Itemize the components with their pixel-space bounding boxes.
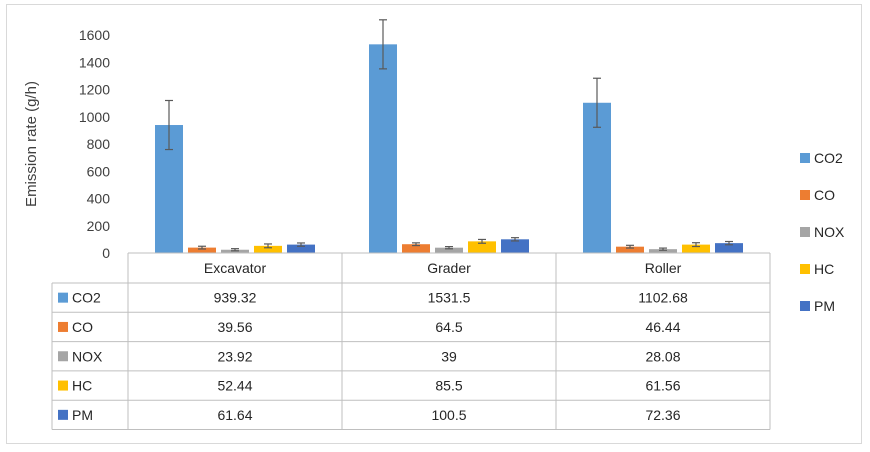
table-row-label: HC	[72, 378, 92, 394]
x-category-label: Roller	[645, 260, 682, 276]
bar-nox-grader	[435, 247, 463, 253]
table-cell: 52.44	[217, 378, 252, 394]
table-cell: 1531.5	[428, 290, 471, 306]
y-tick-label: 600	[87, 163, 111, 179]
legend-label-nox: NOX	[814, 224, 845, 240]
bar-co-grader	[402, 244, 430, 253]
y-tick-label: 800	[87, 136, 111, 152]
legend-key-co	[800, 190, 810, 200]
y-tick-label: 1000	[79, 109, 110, 125]
legend-key-hc	[800, 264, 810, 274]
table-cell: 28.08	[645, 348, 680, 364]
bar-pm-roller	[715, 243, 743, 253]
legend-label-co: CO	[814, 187, 835, 203]
y-tick-label: 1200	[79, 82, 110, 98]
bar-hc-excavator	[254, 245, 282, 253]
table-cell: 23.92	[217, 348, 252, 364]
table-cell: 61.64	[217, 407, 252, 423]
table-legend-key	[58, 380, 68, 391]
y-tick-label: 200	[87, 218, 111, 234]
legend-key-nox	[800, 227, 810, 237]
legend-key-pm	[800, 301, 810, 311]
table-row-label: PM	[72, 407, 93, 423]
table-cell: 46.44	[645, 319, 680, 335]
table-cell: 61.56	[645, 378, 680, 394]
bar-hc-grader	[468, 241, 496, 253]
table-cell: 85.5	[435, 378, 462, 394]
table-legend-key	[58, 351, 68, 362]
table-cell: 939.32	[214, 290, 257, 306]
table-cell: 64.5	[435, 319, 462, 335]
x-category-label: Grader	[427, 260, 471, 276]
table-legend-key	[58, 321, 68, 332]
bar-co-excavator	[188, 247, 216, 253]
table-row-label: CO	[72, 319, 93, 335]
table-cell: 39	[441, 348, 457, 364]
bar-nox-roller	[649, 249, 677, 253]
legend-key-co2	[800, 153, 810, 163]
y-tick-label: 400	[87, 191, 111, 207]
table-legend-key	[58, 292, 68, 303]
legend-label-pm: PM	[814, 298, 835, 314]
bar-co-roller	[616, 246, 644, 253]
bar-pm-grader	[501, 239, 529, 253]
legend-label-hc: HC	[814, 261, 834, 277]
bar-pm-excavator	[287, 244, 315, 253]
table-row-label: CO2	[72, 290, 101, 306]
table-row-label: NOX	[72, 348, 103, 364]
table-cell: 100.5	[431, 407, 466, 423]
table-legend-key	[58, 409, 68, 420]
x-category-label: Excavator	[204, 260, 267, 276]
table-cell: 1102.68	[638, 290, 688, 306]
y-tick-label: 0	[102, 245, 110, 261]
legend-label-co2: CO2	[814, 150, 843, 166]
y-axis-label: Emission rate (g/h)	[23, 81, 40, 207]
table-cell: 39.56	[217, 319, 252, 335]
table-cell: 72.36	[645, 407, 680, 423]
bar-co2-grader	[369, 44, 397, 253]
bar-hc-roller	[682, 244, 710, 253]
y-tick-label: 1600	[79, 27, 110, 43]
y-tick-label: 1400	[79, 54, 110, 70]
